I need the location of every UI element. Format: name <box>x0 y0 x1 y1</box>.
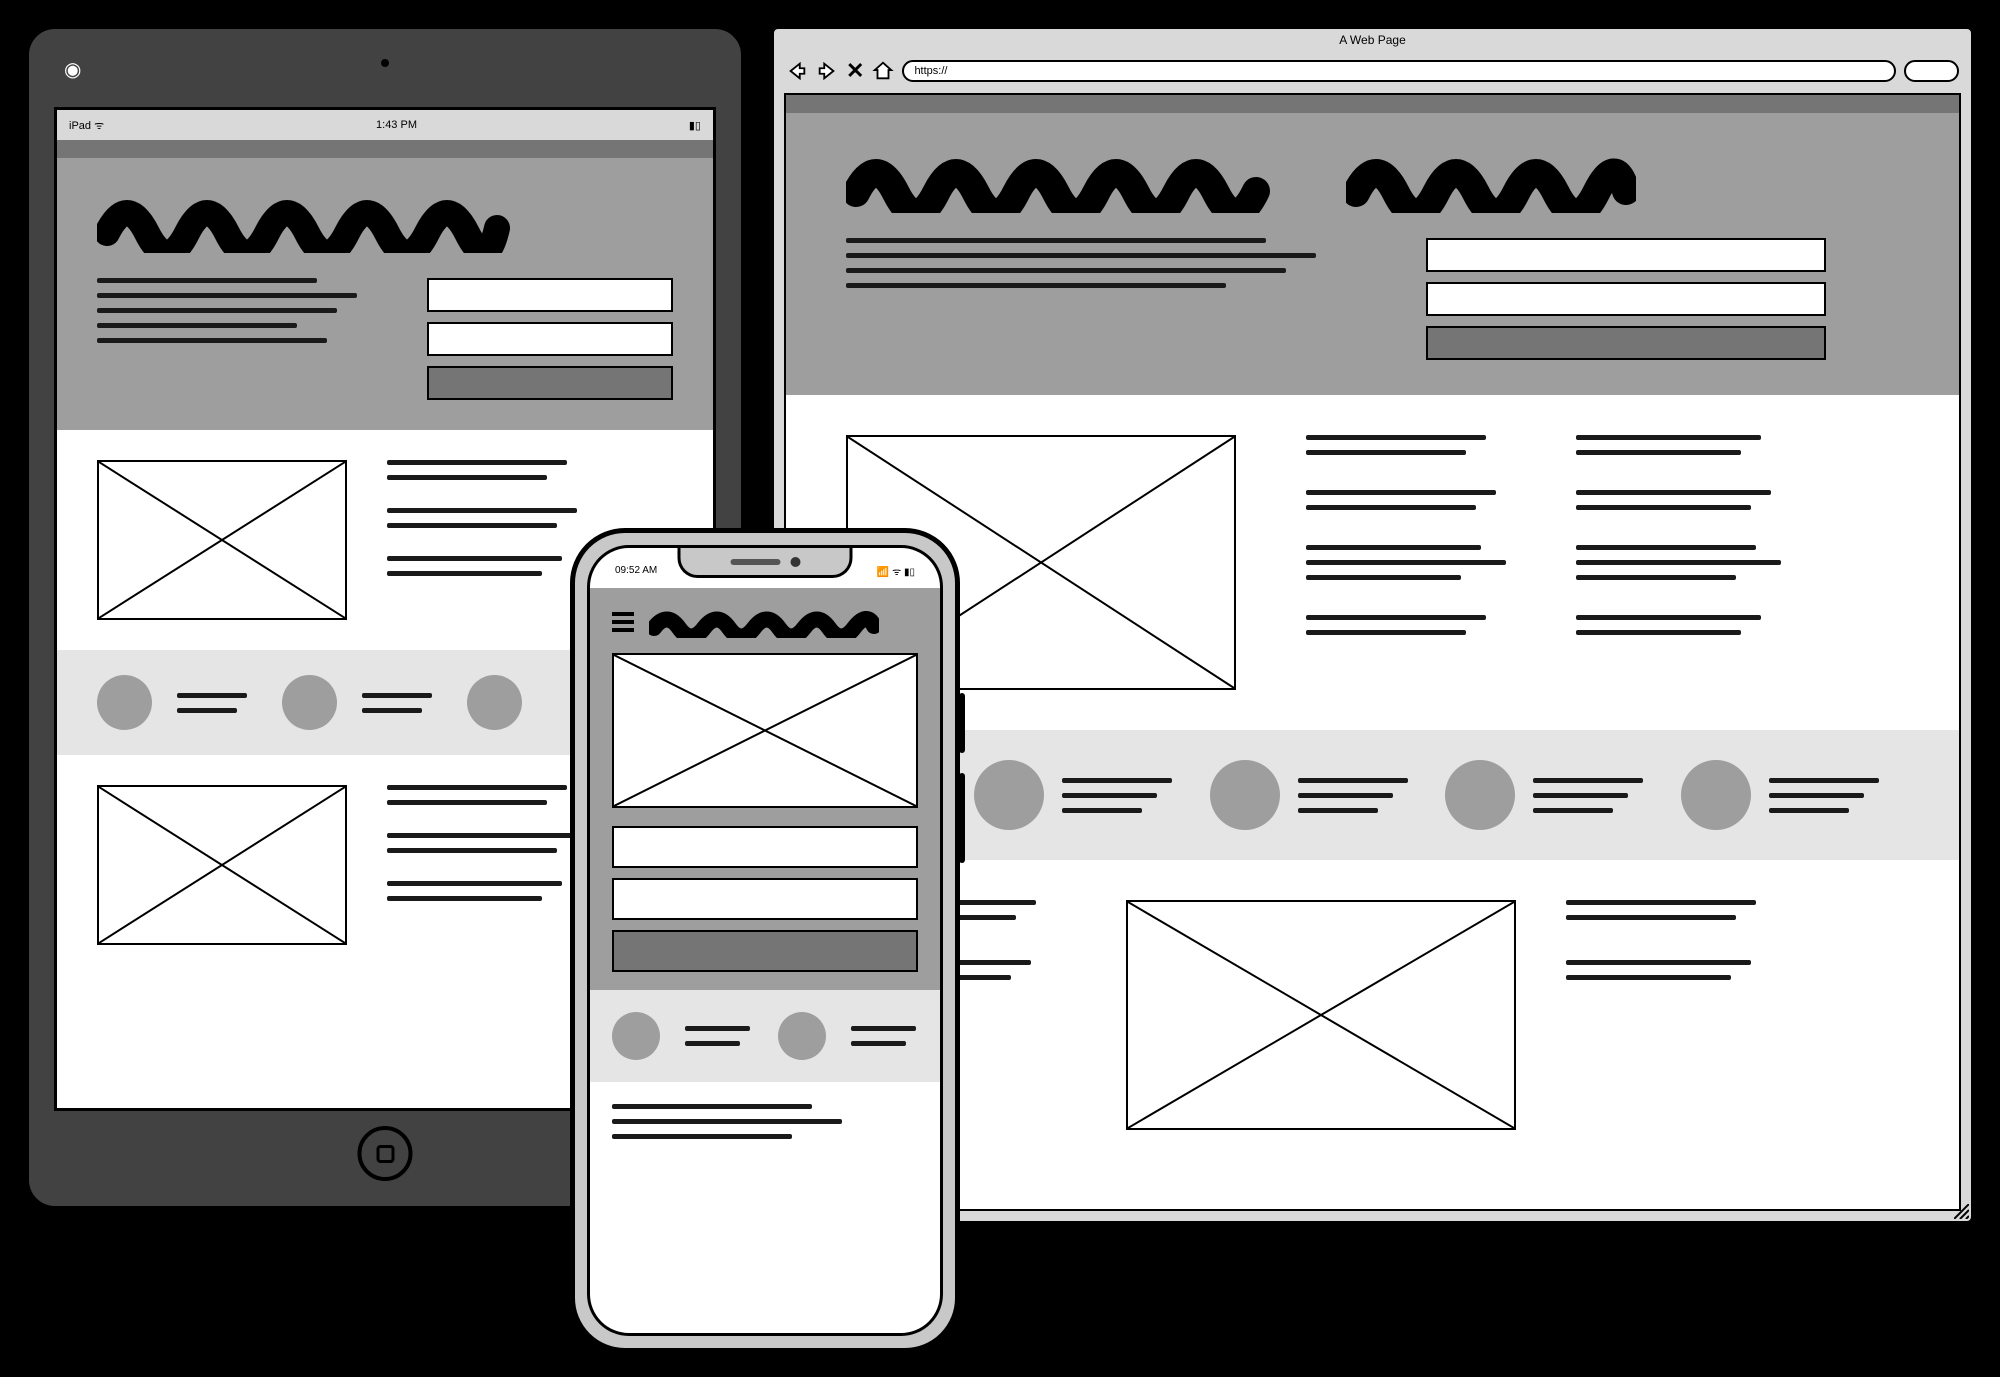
hero-top-bar <box>786 95 1959 113</box>
home-icon[interactable] <box>872 60 894 82</box>
feature-text <box>851 1026 919 1046</box>
forward-icon[interactable] <box>816 60 838 82</box>
hero-section <box>786 95 1959 395</box>
image-placeholder <box>97 460 347 620</box>
tablet-home-button[interactable] <box>358 1126 413 1181</box>
phone-screen: 09:52 AM 📶 ᯤ ▮▯ <box>587 545 943 1336</box>
feature-dot <box>97 675 152 730</box>
input-field-1[interactable] <box>612 826 918 868</box>
hero-form <box>427 278 673 400</box>
section-text-right <box>1566 900 1796 980</box>
content-section-1 <box>786 395 1959 730</box>
input-field-2[interactable] <box>427 322 673 356</box>
feature-text <box>362 693 442 713</box>
phone-volume-button[interactable] <box>959 773 965 863</box>
feature-text <box>177 693 257 713</box>
tablet-status-bar: iPad ᯤ 1:43 PM ▮▯ <box>57 110 713 140</box>
url-bar[interactable]: https:// <box>902 60 1896 82</box>
logo-scribble <box>97 183 517 253</box>
feature-dot <box>467 675 522 730</box>
section-text <box>387 460 577 576</box>
back-icon[interactable] <box>786 60 808 82</box>
browser-title: A Web Page <box>774 29 1971 53</box>
feature-dot <box>1445 760 1515 830</box>
input-field-2[interactable] <box>612 878 918 920</box>
stop-icon[interactable]: ✕ <box>846 58 864 84</box>
submit-button[interactable] <box>1426 326 1826 360</box>
phone-text-section <box>590 1082 940 1161</box>
image-placeholder <box>97 785 347 945</box>
section-text-col-1 <box>1306 435 1506 635</box>
submit-button[interactable] <box>427 366 673 400</box>
hamburger-menu-icon[interactable] <box>612 612 634 632</box>
phone-status-icons: 📶 ᯤ ▮▯ <box>877 564 915 578</box>
status-time: 1:43 PM <box>376 119 417 131</box>
submit-button[interactable] <box>612 930 918 972</box>
feature-dot <box>778 1012 826 1060</box>
input-field-2[interactable] <box>1426 282 1826 316</box>
resize-grip-icon[interactable] <box>1954 1204 1969 1219</box>
status-left: iPad ᯤ <box>69 118 104 133</box>
android-icon: ◉ <box>64 57 81 82</box>
feature-dot <box>282 675 337 730</box>
phone-hero <box>590 588 940 990</box>
hero-section <box>57 140 713 430</box>
phone-page <box>590 588 940 1328</box>
status-battery: ▮▯ <box>689 119 701 132</box>
feature-dot <box>1681 760 1751 830</box>
section-text-col-2 <box>1576 435 1781 635</box>
phone-device: 09:52 AM 📶 ᯤ ▮▯ <box>570 528 960 1353</box>
logo-scribble <box>846 143 1286 213</box>
image-placeholder <box>1126 900 1516 1130</box>
input-field-1[interactable] <box>427 278 673 312</box>
phone-notch <box>678 548 853 578</box>
hero-top-bar <box>57 140 713 158</box>
hero-text <box>97 278 387 343</box>
hero-text <box>846 238 1346 288</box>
browser-toolbar: ✕ https:// <box>774 53 1971 89</box>
browser-page <box>784 93 1961 1211</box>
feature-dot <box>612 1012 660 1060</box>
phone-features <box>590 990 940 1082</box>
section-text <box>387 785 577 901</box>
feature-text <box>685 1026 753 1046</box>
input-field-1[interactable] <box>1426 238 1826 272</box>
hero-form <box>1426 238 1826 360</box>
feature-text <box>1533 778 1663 813</box>
feature-text <box>1298 778 1428 813</box>
phone-time: 09:52 AM <box>615 565 657 576</box>
feature-dot <box>974 760 1044 830</box>
tablet-camera <box>381 59 389 67</box>
feature-text <box>1062 778 1192 813</box>
feature-text <box>1769 778 1899 813</box>
image-placeholder <box>612 653 918 808</box>
logo-scribble <box>649 606 879 638</box>
feature-dot <box>1210 760 1280 830</box>
search-box[interactable] <box>1904 60 1959 82</box>
logo-scribble-2 <box>1346 143 1636 213</box>
phone-side-button[interactable] <box>959 693 965 753</box>
content-section-2 <box>786 860 1959 1170</box>
